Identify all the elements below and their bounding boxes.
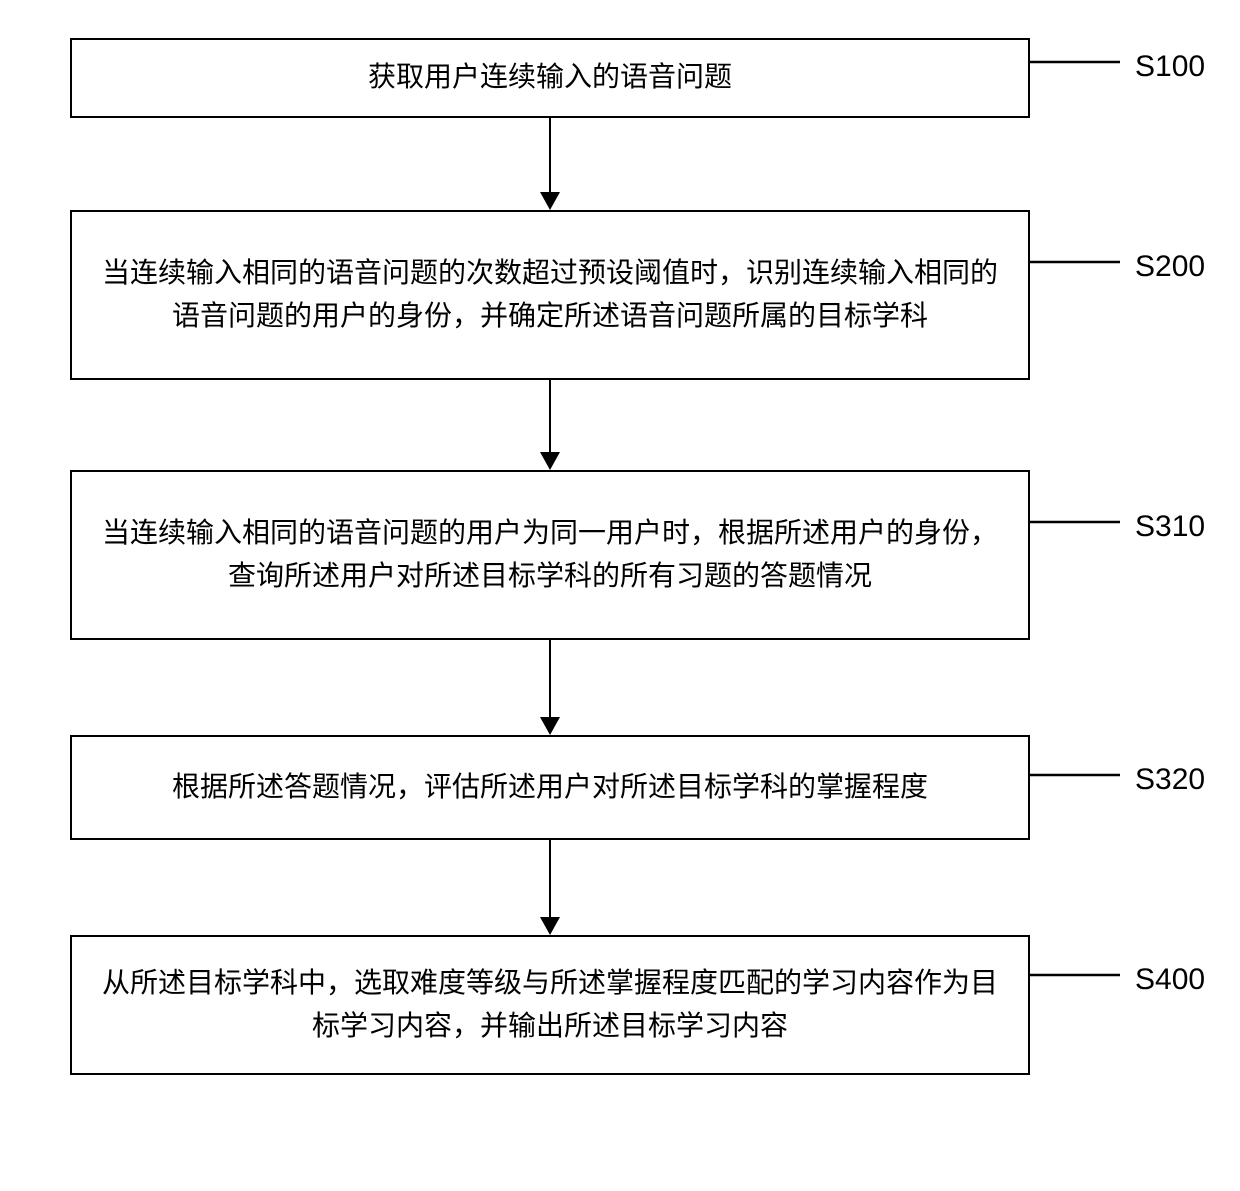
flowchart-canvas: 获取用户连续输入的语音问题 S100 当连续输入相同的语音问题的次数超过预设阈值… bbox=[0, 0, 1240, 1191]
arrowhead-icon bbox=[540, 452, 560, 470]
arrow-s320-s400 bbox=[549, 840, 551, 917]
arrow-s200-s310 bbox=[549, 380, 551, 452]
leader-line-s320 bbox=[1030, 765, 1120, 785]
step-label-s310: S310 bbox=[1135, 510, 1205, 544]
flow-node-text: 当连续输入相同的语音问题的用户为同一用户时，根据所述用户的身份，查询所述用户对所… bbox=[102, 512, 998, 599]
flow-node-s100: 获取用户连续输入的语音问题 bbox=[70, 38, 1030, 118]
flow-node-text: 根据所述答题情况，评估所述用户对所述目标学科的掌握程度 bbox=[172, 766, 928, 809]
flow-node-s400: 从所述目标学科中，选取难度等级与所述掌握程度匹配的学习内容作为目标学习内容，并输… bbox=[70, 935, 1030, 1075]
step-label-s320: S320 bbox=[1135, 763, 1205, 797]
flow-node-text: 从所述目标学科中，选取难度等级与所述掌握程度匹配的学习内容作为目标学习内容，并输… bbox=[102, 962, 998, 1049]
step-label-s200: S200 bbox=[1135, 250, 1205, 284]
arrowhead-icon bbox=[540, 917, 560, 935]
arrow-s310-s320 bbox=[549, 640, 551, 717]
arrowhead-icon bbox=[540, 192, 560, 210]
arrow-s100-s200 bbox=[549, 118, 551, 192]
leader-line-s100 bbox=[1030, 52, 1120, 72]
flow-node-text: 当连续输入相同的语音问题的次数超过预设阈值时，识别连续输入相同的语音问题的用户的… bbox=[102, 252, 998, 339]
flow-node-s200: 当连续输入相同的语音问题的次数超过预设阈值时，识别连续输入相同的语音问题的用户的… bbox=[70, 210, 1030, 380]
leader-line-s200 bbox=[1030, 252, 1120, 272]
flow-node-s320: 根据所述答题情况，评估所述用户对所述目标学科的掌握程度 bbox=[70, 735, 1030, 840]
leader-line-s310 bbox=[1030, 512, 1120, 532]
flow-node-text: 获取用户连续输入的语音问题 bbox=[368, 56, 732, 99]
step-label-s400: S400 bbox=[1135, 963, 1205, 997]
step-label-s100: S100 bbox=[1135, 50, 1205, 84]
leader-line-s400 bbox=[1030, 965, 1120, 985]
flow-node-s310: 当连续输入相同的语音问题的用户为同一用户时，根据所述用户的身份，查询所述用户对所… bbox=[70, 470, 1030, 640]
arrowhead-icon bbox=[540, 717, 560, 735]
